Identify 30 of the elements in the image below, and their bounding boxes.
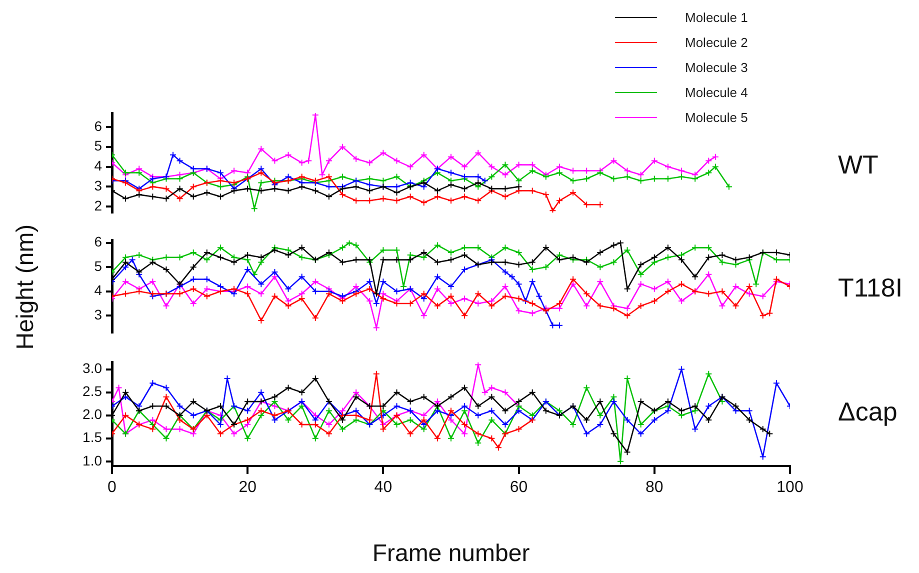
x-tick-label: 40 <box>374 479 392 496</box>
y-tick-label: 5 <box>94 258 102 274</box>
y-tick-label: 2.5 <box>82 383 102 400</box>
x-tick-label: 20 <box>238 479 257 496</box>
x-tick-label: 100 <box>776 479 804 496</box>
y-tick-label: 4 <box>94 282 102 298</box>
text: Δcap <box>838 396 898 428</box>
y-tick-label: 1.0 <box>82 452 102 468</box>
y-tick-label: 2.0 <box>82 406 102 422</box>
y-tick-label: 6 <box>94 118 102 134</box>
y-tick-label: 4 <box>94 158 102 174</box>
text: T118I <box>838 272 903 303</box>
text: WT <box>838 150 878 180</box>
y-tick-label: 5 <box>94 138 102 154</box>
legend-label: Molecule 5 <box>685 110 748 125</box>
y-tick-label: 3 <box>94 178 102 194</box>
y-axis-title: Height (nm) <box>12 224 40 350</box>
legend-label: Molecule 1 <box>685 10 748 25</box>
x-tick-label: 0 <box>108 479 117 496</box>
legend-label: Molecule 2 <box>685 35 748 50</box>
x-axis-title: Frame number <box>372 540 530 568</box>
x-tick-label: 60 <box>510 479 528 496</box>
y-tick-label: 2 <box>94 197 102 214</box>
y-tick-label: 1.5 <box>82 429 102 446</box>
x-tick-label: 80 <box>646 479 664 496</box>
y-tick-label: 3 <box>94 306 102 322</box>
legend-label: Molecule 4 <box>685 85 748 100</box>
y-tick-label: 3.0 <box>82 360 102 376</box>
legend-label: Molecule 3 <box>685 60 748 75</box>
y-tick-label: 6 <box>94 234 102 250</box>
